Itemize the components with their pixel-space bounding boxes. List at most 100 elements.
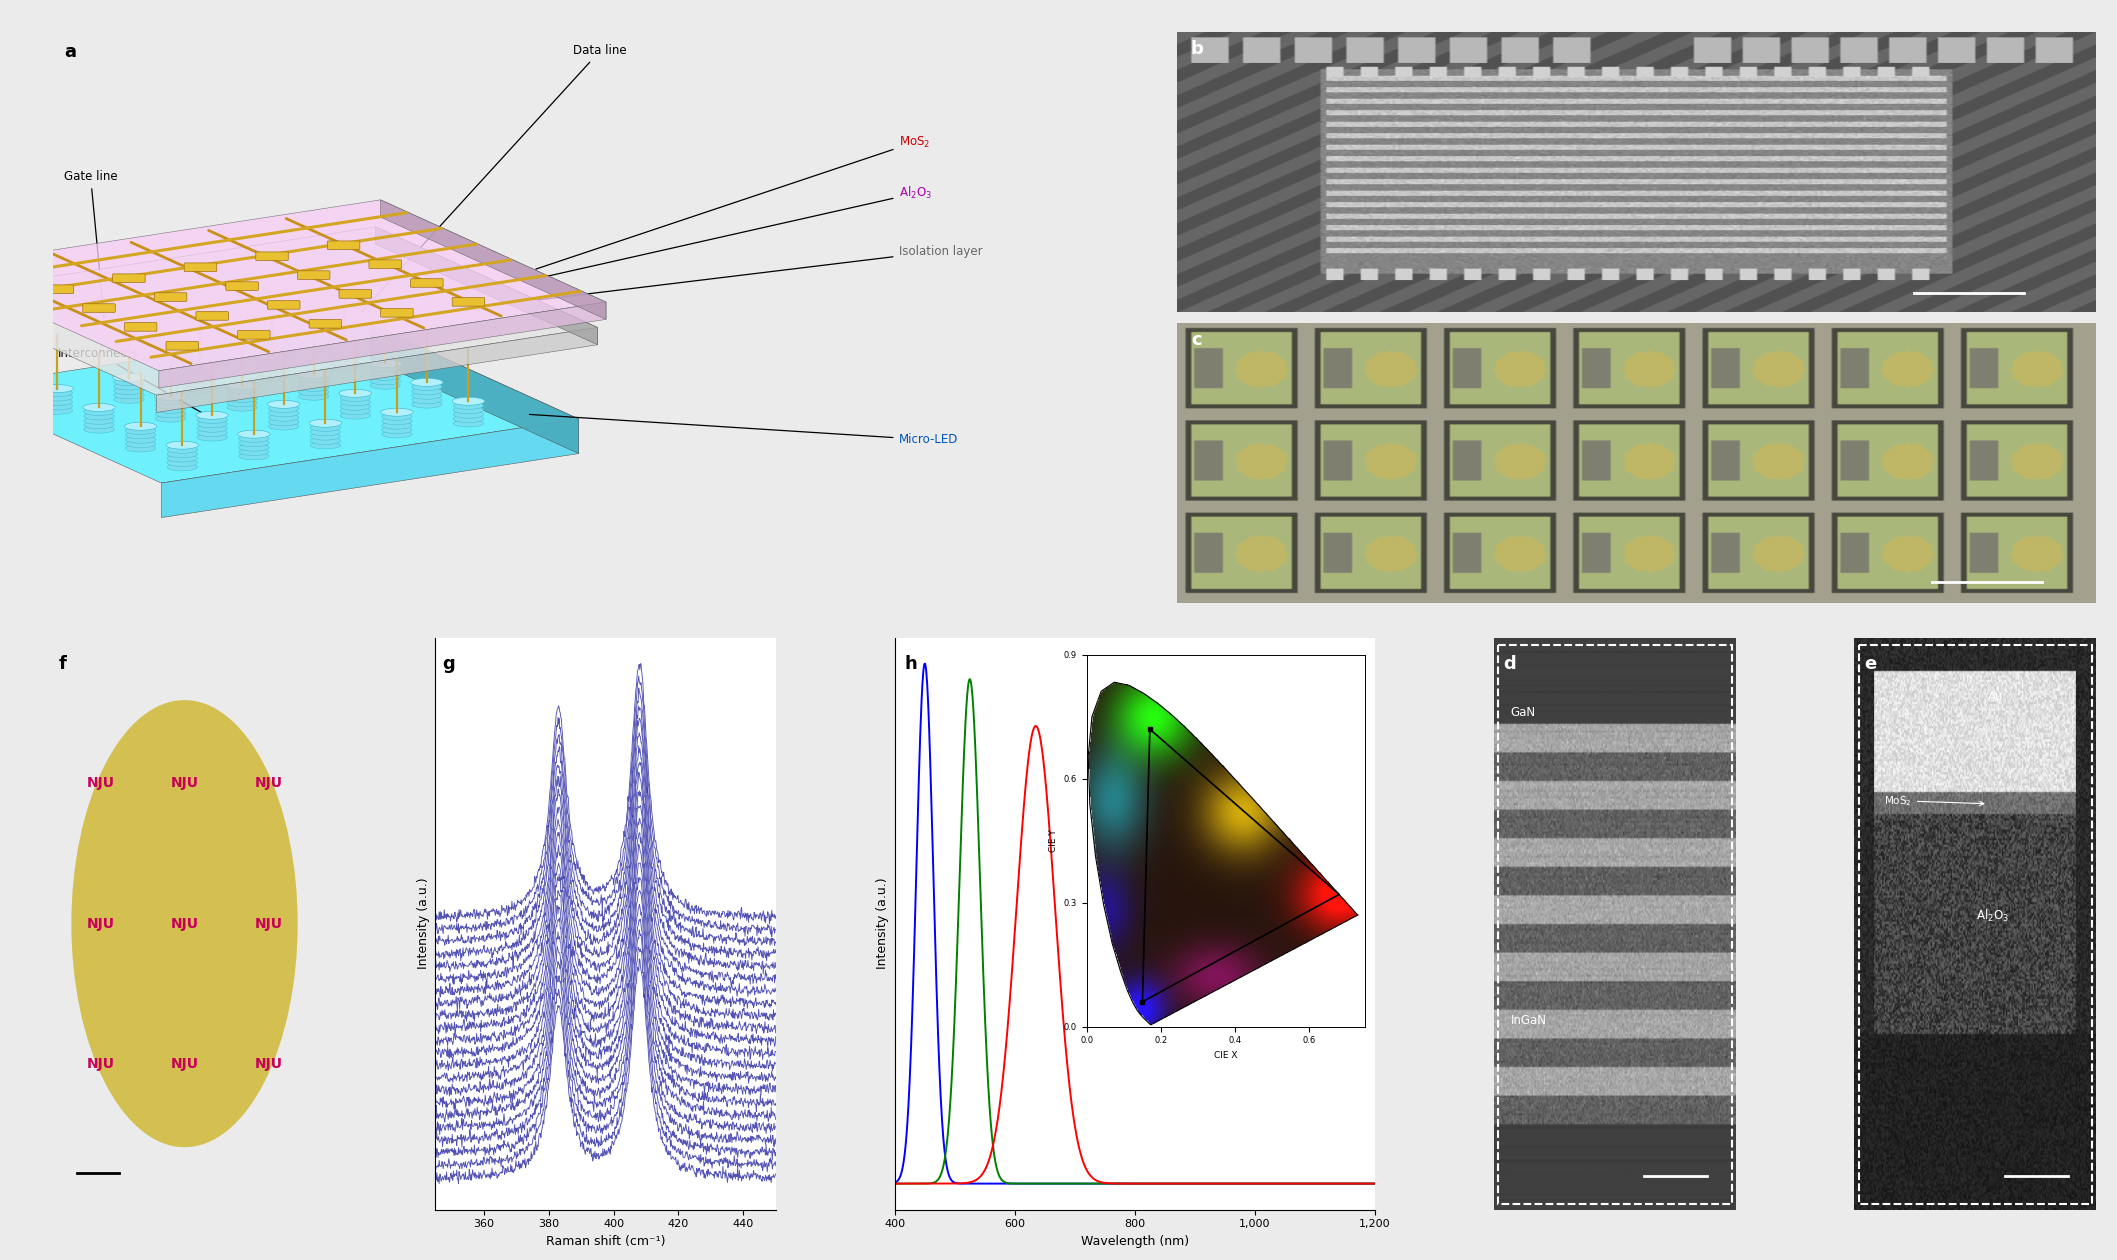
FancyBboxPatch shape <box>368 260 402 268</box>
Text: e: e <box>1863 655 1876 673</box>
Ellipse shape <box>114 378 144 386</box>
Ellipse shape <box>186 367 216 374</box>
Polygon shape <box>0 227 597 396</box>
Ellipse shape <box>341 403 370 411</box>
Ellipse shape <box>381 408 413 416</box>
Ellipse shape <box>256 365 288 373</box>
Ellipse shape <box>167 459 197 466</box>
Ellipse shape <box>197 411 229 420</box>
FancyBboxPatch shape <box>328 241 360 249</box>
Text: MoS$_2$: MoS$_2$ <box>1884 794 1984 808</box>
Ellipse shape <box>114 392 144 399</box>
Text: InGaN: InGaN <box>1512 1014 1548 1027</box>
Ellipse shape <box>40 384 74 393</box>
Ellipse shape <box>296 370 330 378</box>
Text: Interconnects: Interconnects <box>59 348 210 417</box>
Ellipse shape <box>411 396 442 403</box>
Ellipse shape <box>239 452 269 460</box>
Ellipse shape <box>269 404 298 412</box>
FancyBboxPatch shape <box>197 311 229 320</box>
FancyBboxPatch shape <box>296 271 330 280</box>
X-axis label: Wavelength (nm): Wavelength (nm) <box>1080 1235 1190 1247</box>
Ellipse shape <box>370 369 400 375</box>
Ellipse shape <box>341 412 370 420</box>
Ellipse shape <box>125 422 157 430</box>
Ellipse shape <box>42 393 72 401</box>
Ellipse shape <box>298 388 328 396</box>
Text: b: b <box>1192 40 1205 58</box>
Ellipse shape <box>370 378 400 384</box>
Ellipse shape <box>453 420 483 427</box>
Ellipse shape <box>269 401 298 408</box>
Ellipse shape <box>85 412 114 420</box>
Text: NJU: NJU <box>171 917 199 931</box>
Text: d: d <box>1503 655 1516 673</box>
Text: a: a <box>64 43 76 60</box>
Ellipse shape <box>328 350 358 357</box>
Ellipse shape <box>114 374 144 382</box>
Circle shape <box>72 701 298 1147</box>
Polygon shape <box>381 200 605 319</box>
Ellipse shape <box>453 415 483 422</box>
Polygon shape <box>370 325 578 454</box>
Text: c: c <box>1192 331 1202 349</box>
Ellipse shape <box>341 389 370 397</box>
Polygon shape <box>157 328 597 412</box>
Ellipse shape <box>227 403 258 411</box>
Ellipse shape <box>370 373 400 381</box>
Ellipse shape <box>453 397 485 406</box>
Ellipse shape <box>298 375 328 383</box>
Ellipse shape <box>184 363 216 370</box>
Ellipse shape <box>328 354 358 362</box>
FancyBboxPatch shape <box>411 278 442 287</box>
Ellipse shape <box>239 431 269 438</box>
Ellipse shape <box>85 426 114 433</box>
Ellipse shape <box>42 407 72 415</box>
FancyBboxPatch shape <box>155 292 186 301</box>
Ellipse shape <box>227 386 258 393</box>
FancyBboxPatch shape <box>381 309 413 318</box>
Text: f: f <box>57 655 66 673</box>
Ellipse shape <box>227 394 258 402</box>
FancyBboxPatch shape <box>227 282 258 290</box>
Text: Al$_2$O$_3$: Al$_2$O$_3$ <box>536 185 931 278</box>
Text: Isolation layer: Isolation layer <box>536 244 982 300</box>
Text: NJU: NJU <box>254 1057 284 1071</box>
Ellipse shape <box>112 373 146 382</box>
Ellipse shape <box>167 450 197 457</box>
Ellipse shape <box>227 399 258 407</box>
Ellipse shape <box>114 396 144 403</box>
Text: Micro-LED: Micro-LED <box>529 415 957 446</box>
Ellipse shape <box>453 402 483 410</box>
Ellipse shape <box>197 433 227 441</box>
Text: NJU: NJU <box>171 776 199 790</box>
Ellipse shape <box>125 422 157 430</box>
Ellipse shape <box>411 383 442 391</box>
Ellipse shape <box>309 420 341 427</box>
Text: GaN: GaN <box>1512 706 1535 718</box>
Ellipse shape <box>256 369 288 377</box>
FancyBboxPatch shape <box>165 341 199 350</box>
Ellipse shape <box>267 401 301 408</box>
Ellipse shape <box>453 411 483 418</box>
Ellipse shape <box>381 408 413 416</box>
FancyBboxPatch shape <box>83 304 114 312</box>
Ellipse shape <box>167 446 197 454</box>
Ellipse shape <box>341 407 370 415</box>
Text: Data line: Data line <box>362 44 627 312</box>
Polygon shape <box>161 420 578 518</box>
Ellipse shape <box>167 455 197 462</box>
Ellipse shape <box>155 392 186 401</box>
Y-axis label: Intensity (a.u.): Intensity (a.u.) <box>876 878 889 969</box>
Ellipse shape <box>197 421 227 428</box>
Ellipse shape <box>186 381 216 388</box>
Ellipse shape <box>381 413 413 421</box>
Ellipse shape <box>339 389 373 397</box>
Text: NJU: NJU <box>171 1057 199 1071</box>
Ellipse shape <box>328 345 358 353</box>
Ellipse shape <box>341 394 370 402</box>
Ellipse shape <box>155 397 186 404</box>
Ellipse shape <box>298 384 328 392</box>
Text: NJU: NJU <box>254 917 284 931</box>
Polygon shape <box>375 227 597 345</box>
